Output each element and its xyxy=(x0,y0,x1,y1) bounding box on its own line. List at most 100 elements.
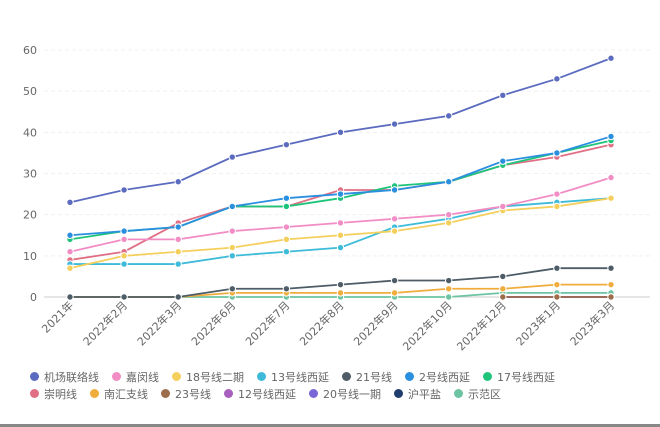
data-point xyxy=(174,223,182,231)
data-point xyxy=(120,293,128,301)
legend-marker-icon xyxy=(483,372,492,381)
legend-marker-icon xyxy=(309,389,318,398)
legend-marker-icon xyxy=(454,389,463,398)
data-point xyxy=(445,285,453,293)
data-point xyxy=(553,280,561,289)
legend-marker-icon xyxy=(161,389,170,398)
data-point xyxy=(228,227,237,235)
data-point xyxy=(120,252,128,260)
x-tick-label: 2022年6月 xyxy=(188,298,238,348)
legend-item[interactable]: 20号线一期 xyxy=(309,386,381,402)
data-point xyxy=(499,157,507,165)
legend-label: 18号线二期 xyxy=(186,370,244,384)
data-point xyxy=(336,280,345,289)
legend-label: 21号线 xyxy=(356,370,392,384)
data-point xyxy=(174,248,182,256)
y-tick-label: 40 xyxy=(23,126,37,139)
legend-row: 崇明线 南汇支线 23号线 12号线西延 20号线一期 沪平盐 示范区 xyxy=(30,385,650,402)
legend-label: 23号线 xyxy=(175,387,211,401)
y-tick-label: 60 xyxy=(23,44,37,57)
x-tick-label: 2022年12月 xyxy=(454,298,509,353)
legend-marker-icon xyxy=(112,372,121,381)
data-point xyxy=(607,293,615,301)
legend-marker-icon xyxy=(90,389,99,398)
legend-label: 12号线西延 xyxy=(238,387,296,401)
data-point xyxy=(174,293,182,301)
data-point xyxy=(445,276,453,285)
data-point xyxy=(445,219,453,227)
x-tick-label: 2022年7月 xyxy=(242,298,292,348)
y-tick-label: 50 xyxy=(23,85,37,98)
data-point xyxy=(228,243,237,252)
data-point xyxy=(66,248,74,256)
y-tick-label: 10 xyxy=(23,250,37,263)
legend-item[interactable]: 嘉闵线 xyxy=(112,369,159,385)
data-point xyxy=(553,75,561,83)
data-point xyxy=(282,140,291,149)
data-point xyxy=(282,202,291,211)
data-point xyxy=(553,264,561,272)
data-point xyxy=(66,198,74,207)
legend-label: 南汇支线 xyxy=(104,387,148,401)
legend-item[interactable]: 崇明线 xyxy=(30,386,77,402)
data-point xyxy=(282,223,291,231)
data-point xyxy=(390,215,399,223)
legend-marker-icon xyxy=(224,389,233,398)
data-point xyxy=(499,272,507,281)
data-point xyxy=(607,194,615,202)
legend-label: 20号线一期 xyxy=(323,387,381,401)
legend: 机场联络线 嘉闵线 18号线二期 13号线西延 21号线 2号线西延 17号线西延 崇明线 南… xyxy=(30,368,650,402)
legend-label: 17号线西延 xyxy=(497,370,555,384)
data-point xyxy=(499,91,507,99)
data-point xyxy=(390,227,399,235)
legend-marker-icon xyxy=(342,372,351,381)
data-point xyxy=(445,210,453,219)
legend-item[interactable]: 23号线 xyxy=(161,386,211,402)
y-tick-label: 30 xyxy=(23,168,37,181)
data-point xyxy=(120,227,128,235)
data-point xyxy=(282,285,291,293)
data-point xyxy=(336,289,345,297)
data-point xyxy=(336,231,345,239)
legend-marker-icon xyxy=(30,389,39,398)
legend-item[interactable]: 示范区 xyxy=(454,386,501,402)
legend-label: 嘉闵线 xyxy=(126,370,159,384)
legend-label: 13号线西延 xyxy=(271,370,329,384)
data-point xyxy=(553,190,561,198)
data-point xyxy=(120,235,128,244)
legend-row: 机场联络线 嘉闵线 18号线二期 13号线西延 21号线 2号线西延 17号线西延 xyxy=(30,368,650,385)
data-point xyxy=(282,194,291,202)
legend-item[interactable]: 沪平盐 xyxy=(394,386,441,402)
data-point xyxy=(282,235,291,244)
y-tick-label: 0 xyxy=(30,291,37,304)
legend-item[interactable]: 12号线西延 xyxy=(224,386,296,402)
data-point xyxy=(445,293,453,301)
legend-item[interactable]: 17号线西延 xyxy=(483,369,555,385)
data-point xyxy=(499,293,507,301)
legend-label: 2号线西延 xyxy=(419,370,470,384)
legend-item[interactable]: 21号线 xyxy=(342,369,392,385)
data-point xyxy=(336,243,345,252)
data-point xyxy=(390,120,399,128)
data-point xyxy=(120,186,128,194)
legend-item[interactable]: 机场联络线 xyxy=(30,369,99,385)
data-point xyxy=(553,202,561,211)
legend-marker-icon xyxy=(172,372,181,381)
data-point xyxy=(607,280,615,289)
data-point xyxy=(120,260,128,268)
data-point xyxy=(336,128,345,137)
data-point xyxy=(607,54,615,62)
legend-item[interactable]: 2号线西延 xyxy=(405,369,470,385)
legend-item[interactable]: 南汇支线 xyxy=(90,386,148,402)
data-point xyxy=(390,186,399,194)
x-tick-label: 2022年10月 xyxy=(400,298,455,353)
legend-label: 示范区 xyxy=(468,387,501,401)
legend-label: 机场联络线 xyxy=(44,370,99,384)
data-point xyxy=(282,248,291,256)
x-tick-label: 2023年3月 xyxy=(567,298,617,348)
legend-item[interactable]: 13号线西延 xyxy=(257,369,329,385)
data-point xyxy=(445,178,453,186)
data-point xyxy=(336,219,345,227)
legend-item[interactable]: 18号线二期 xyxy=(172,369,244,385)
legend-marker-icon xyxy=(30,372,39,381)
